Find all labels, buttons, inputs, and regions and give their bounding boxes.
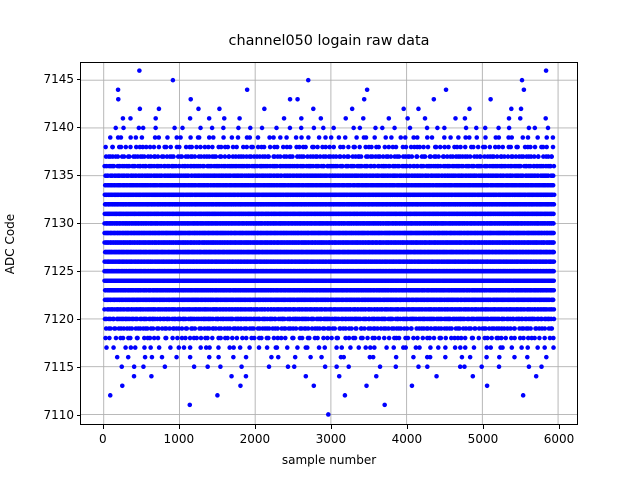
y-tick-mark: [76, 415, 80, 417]
y-tick-label: 7115: [43, 360, 74, 375]
x-tick-mark: [178, 425, 180, 429]
y-tick-mark: [76, 271, 80, 273]
x-tick-label: 6000: [543, 432, 575, 446]
page-title: channel050 logain raw data: [228, 33, 430, 49]
x-tick-label: 3000: [315, 432, 347, 446]
y-tick-label: 7110: [43, 408, 74, 423]
y-tick-mark: [76, 79, 80, 81]
x-tick-label: 4000: [391, 432, 423, 446]
y-tick-label: 7130: [43, 216, 74, 231]
y-tick-label: 7125: [43, 264, 74, 279]
x-tick-label: 2000: [239, 432, 271, 446]
x-tick-mark: [482, 425, 484, 429]
plot-area: [80, 62, 578, 425]
y-axis-label-wrap: ADC Code: [0, 62, 20, 425]
x-tick-label: 0: [98, 432, 107, 446]
x-axis-label: sample number: [281, 453, 377, 467]
y-tick-label: 7140: [43, 120, 74, 135]
y-tick-label: 7120: [43, 312, 74, 327]
y-tick-label: 7145: [43, 72, 74, 87]
y-tick-mark: [76, 367, 80, 369]
y-tick-mark: [76, 175, 80, 177]
x-tick-mark: [254, 425, 256, 429]
x-tick-mark: [406, 425, 408, 429]
y-axis-label: ADC Code: [3, 213, 17, 274]
y-tick-mark: [76, 319, 80, 321]
x-tick-mark: [558, 425, 560, 429]
y-tick-mark: [76, 223, 80, 225]
y-tick-label: 7135: [43, 168, 74, 183]
scatter-points: [102, 68, 557, 417]
x-tick-label: 5000: [467, 432, 499, 446]
x-tick-mark: [330, 425, 332, 429]
x-tick-mark: [102, 425, 104, 429]
y-tick-mark: [76, 127, 80, 129]
x-tick-label: 1000: [163, 432, 195, 446]
